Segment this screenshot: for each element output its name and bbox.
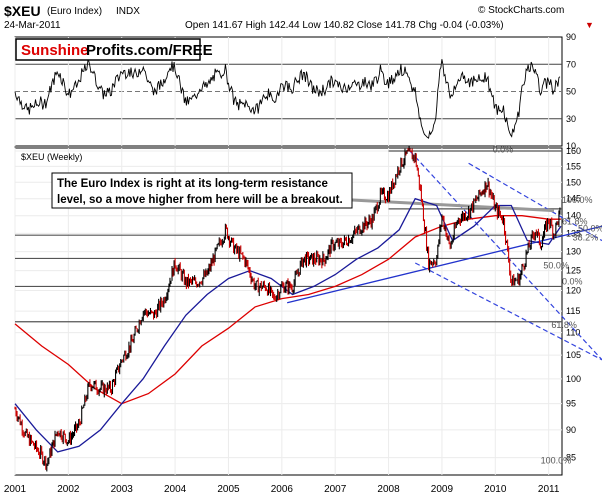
x-tick-label: 2007 bbox=[324, 484, 347, 495]
y-tick-label: 85 bbox=[566, 453, 576, 463]
annotation-callout: The Euro Index is right at its long-term… bbox=[51, 172, 353, 209]
logo-profits: Profits.com/FREE bbox=[86, 42, 213, 59]
ticker-symbol: $XEU bbox=[4, 3, 41, 19]
x-tick-label: 2011 bbox=[538, 484, 560, 495]
y-tick-label: 125 bbox=[566, 266, 581, 276]
y-tick-label: 115 bbox=[566, 306, 580, 316]
annotation-line-2: level, so a move higher from here will b… bbox=[57, 194, 343, 206]
quote-date: 24-Mar-2011 bbox=[4, 20, 61, 31]
y-tick-label: 90 bbox=[566, 425, 576, 435]
rsi-tick-label: 70 bbox=[566, 59, 576, 69]
y-tick-label: 130 bbox=[566, 247, 581, 257]
fib-level-label: 61.8% bbox=[551, 320, 577, 330]
down-arrow-icon: ▼ bbox=[585, 20, 594, 30]
chart-header: $XEU (Euro Index) INDX 24-Mar-2011 © Sto… bbox=[0, 0, 602, 36]
rsi-tick-label: 50 bbox=[566, 87, 576, 97]
fib-level-label: 38.2% bbox=[573, 233, 599, 243]
y-tick-label: 120 bbox=[566, 285, 581, 295]
x-tick-label: 2004 bbox=[164, 484, 187, 495]
y-tick-label: 110 bbox=[566, 328, 580, 338]
rsi-tick-label: 90 bbox=[566, 32, 576, 42]
y-tick-label: 160 bbox=[566, 146, 581, 156]
moving-average-long-line bbox=[14, 215, 561, 405]
main-panel-label: $XEU (Weekly) bbox=[21, 152, 82, 162]
y-tick-label: 95 bbox=[566, 399, 576, 409]
stockcharts-watermark: © StockCharts.com bbox=[478, 5, 565, 16]
y-tick-label: 145 bbox=[566, 194, 581, 204]
moving-average-short-line bbox=[14, 197, 562, 453]
fib-level-label: 100.0% bbox=[541, 455, 572, 465]
x-tick-label: 2008 bbox=[377, 484, 400, 495]
x-tick-label: 2006 bbox=[271, 484, 294, 495]
annotation-line-1: The Euro Index is right at its long-term… bbox=[57, 178, 328, 190]
fib-level-label: 0.0% bbox=[562, 276, 583, 286]
ohlc-quote: Open 141.67 High 142.44 Low 140.82 Close… bbox=[185, 20, 504, 31]
x-tick-label: 2003 bbox=[111, 484, 134, 495]
logo-box bbox=[15, 38, 201, 61]
x-tick-label: 2002 bbox=[57, 484, 80, 495]
fib-level-label: 50.0% bbox=[578, 224, 602, 234]
fib-level-label: 100.0% bbox=[562, 195, 593, 205]
fib-level-label: 50.0% bbox=[543, 261, 569, 271]
channel-upper-line bbox=[409, 150, 602, 361]
y-tick-label: 100 bbox=[566, 374, 581, 384]
x-tick-label: 2009 bbox=[431, 484, 454, 495]
x-tick-label: 2010 bbox=[484, 484, 507, 495]
y-tick-label: 140 bbox=[566, 211, 581, 221]
fib-level-label: 0.0% bbox=[493, 145, 514, 155]
support-trend-line bbox=[287, 225, 602, 304]
rsi-tick-label: 30 bbox=[566, 114, 576, 124]
y-tick-label: 105 bbox=[566, 350, 581, 360]
channel-lower-line bbox=[414, 262, 602, 361]
annotation-box bbox=[51, 172, 353, 209]
rsi-tick-label: 10 bbox=[566, 141, 576, 151]
logo: Sunshine Profits.com/FREE bbox=[15, 38, 213, 61]
index-name: (Euro Index) bbox=[47, 6, 103, 17]
logo-sunshine: Sunshine bbox=[21, 42, 89, 59]
fib-level-label: 61.8% bbox=[562, 216, 588, 226]
rsi-line bbox=[14, 59, 561, 139]
channel-mid-line bbox=[468, 162, 602, 242]
y-tick-label: 155 bbox=[566, 161, 581, 171]
x-tick-label: 2005 bbox=[217, 484, 240, 495]
x-tick-label: 2001 bbox=[4, 484, 27, 495]
y-tick-label: 150 bbox=[566, 177, 581, 187]
exchange-label: INDX bbox=[116, 6, 140, 17]
